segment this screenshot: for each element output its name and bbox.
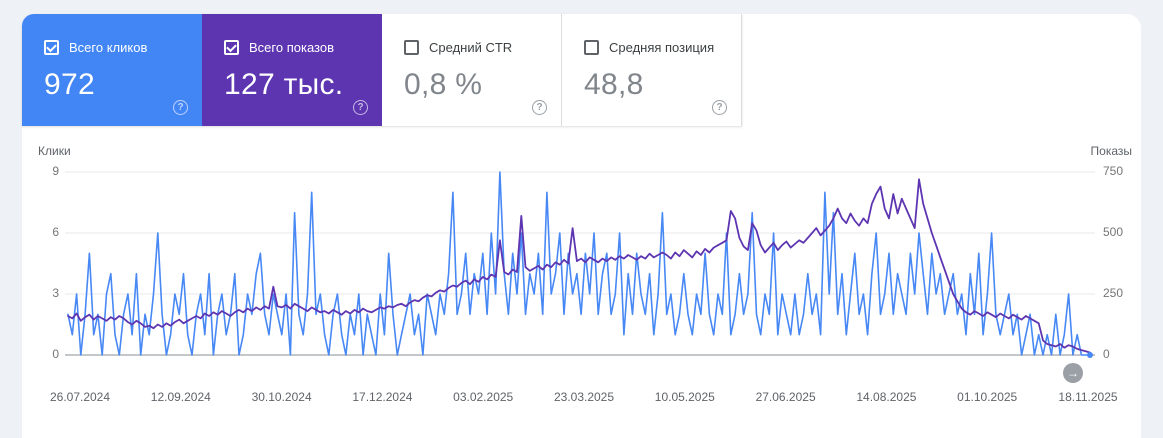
x-axis-label: 14.08.2025 (856, 390, 917, 404)
y-axis-tick-right: 0 (1103, 347, 1110, 361)
x-axis-label: 03.02.2025 (453, 390, 514, 404)
total-clicks-checkbox[interactable] (44, 40, 59, 55)
total-impressions-value: 127 тыс. (224, 68, 344, 101)
total-impressions-checkbox[interactable] (224, 40, 239, 55)
x-axis-label: 30.10.2024 (251, 390, 312, 404)
x-axis-label: 18.11.2025 (1058, 390, 1118, 404)
x-axis-label: 23.03.2025 (553, 390, 615, 404)
y-axis-tick-left: 6 (52, 225, 59, 239)
x-axis-label: 27.06.2025 (755, 390, 816, 404)
left-axis-title: Клики (38, 144, 71, 158)
total-clicks-label: Всего кликов (69, 40, 148, 55)
y-axis-tick-left: 3 (52, 286, 59, 300)
metric-card-total-impressions[interactable]: Всего показов 127 тыс. ? (202, 14, 382, 126)
y-axis-tick-right: 750 (1103, 164, 1124, 178)
help-icon[interactable]: ? (353, 100, 368, 115)
y-axis-tick-left: 9 (52, 164, 59, 178)
metric-card-average-position[interactable]: Средняя позиция 48,8 ? (562, 14, 742, 126)
help-icon[interactable]: ? (173, 100, 188, 115)
performance-panel: Всего кликов 972 ? Всего показов 127 тыс… (22, 14, 1141, 438)
average-position-label: Средняя позиция (609, 40, 715, 55)
chart-scroll-next-button[interactable]: → (1063, 363, 1083, 383)
help-icon[interactable]: ? (532, 100, 547, 115)
help-icon[interactable]: ? (712, 100, 727, 115)
right-axis-title: Показы (1090, 144, 1132, 158)
average-ctr-checkbox[interactable] (404, 40, 419, 55)
x-axis-label: 10.05.2025 (654, 390, 715, 404)
metric-cards-row: Всего кликов 972 ? Всего показов 127 тыс… (22, 14, 742, 126)
x-axis-label: 17.12.2024 (352, 390, 413, 404)
x-axis-label: 01.10.2025 (957, 390, 1018, 404)
x-axis-label: 26.07.2024 (49, 390, 111, 404)
total-impressions-label: Всего показов (249, 40, 334, 55)
average-ctr-value: 0,8 % (404, 68, 483, 101)
total-clicks-value: 972 (44, 68, 95, 101)
metric-card-total-clicks[interactable]: Всего кликов 972 ? (22, 14, 202, 126)
metric-card-average-ctr[interactable]: Средний CTR 0,8 % ? (382, 14, 562, 126)
y-axis-tick-left: 0 (52, 347, 59, 361)
average-ctr-label: Средний CTR (429, 40, 513, 55)
y-axis-tick-right: 500 (1103, 225, 1124, 239)
average-position-checkbox[interactable] (584, 40, 599, 55)
x-axis-label: 12.09.2024 (150, 390, 211, 404)
average-position-value: 48,8 (584, 68, 644, 101)
y-axis-tick-right: 250 (1103, 286, 1124, 300)
